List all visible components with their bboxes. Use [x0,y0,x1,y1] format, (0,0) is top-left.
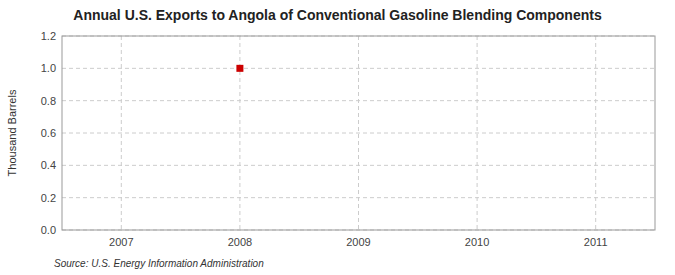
grid-line-y [62,68,655,69]
y-tick-label: 0.2 [41,192,56,204]
point [236,65,243,72]
y-tick-label: 0.6 [41,127,56,139]
y-tick-label: 0.4 [41,159,56,171]
y-tick-label: 0.8 [41,95,56,107]
chart: Annual U.S. Exports to Angola of Convent… [0,0,675,275]
x-tick-label: 2009 [346,236,370,248]
x-tick-label: 2010 [465,236,489,248]
plot-frame [62,36,655,230]
x-tick-label: 2011 [584,236,608,248]
y-axis-label: Thousand Barrels [6,89,18,176]
grid-line-y [62,165,655,166]
grid-line-y [62,100,655,101]
y-tick-label: 1.2 [41,30,56,42]
title: Annual U.S. Exports to Angola of Convent… [73,7,602,23]
marks [236,65,243,72]
grid-line-y [62,197,655,198]
grid-line-y [62,133,655,134]
x-tick-label: 2007 [109,236,133,248]
grid [62,36,655,230]
x-tick-label: 2008 [228,236,252,248]
chart-container: Annual U.S. Exports to Angola of Convent… [0,0,675,275]
source-note: Source: U.S. Energy Information Administ… [54,258,264,269]
y-tick-label: 0.0 [41,224,56,236]
y-tick-label: 1.0 [41,62,56,74]
